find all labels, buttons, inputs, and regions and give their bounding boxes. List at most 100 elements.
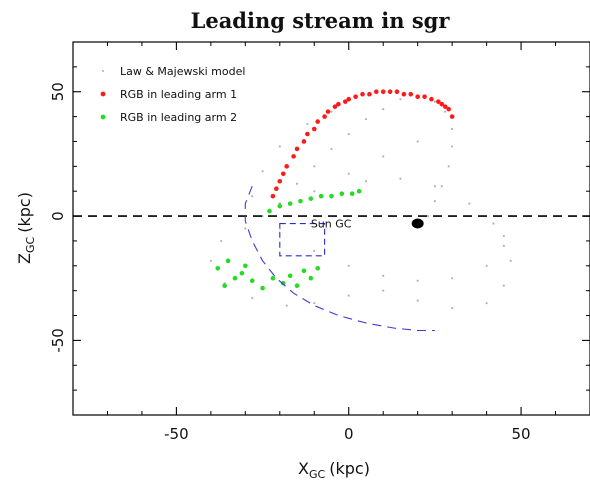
rgb-arm1-point: [294, 146, 300, 152]
rgb-arm1-point: [367, 91, 372, 97]
rgb-arm2-point: [349, 191, 355, 196]
model-point: [444, 110, 447, 113]
model-point: [209, 259, 212, 262]
rgb-arm1-point: [415, 94, 420, 100]
model-point: [244, 227, 247, 230]
sun-box: [279, 222, 326, 257]
model-point: [502, 234, 505, 238]
rgb-arm1-points: [270, 89, 455, 199]
rgb-arm2-point: [294, 283, 300, 288]
model-point: [451, 306, 454, 310]
rgb-arm2-point: [260, 285, 265, 291]
rgb-arm2-point: [249, 278, 255, 284]
model-point: [502, 284, 505, 287]
y-tick-label-group: 0: [49, 211, 67, 221]
x-tick-label: 50: [512, 425, 531, 443]
model-point: [347, 294, 350, 297]
model-point: [313, 302, 316, 305]
x-axis-label-unit: (kpc): [329, 459, 370, 478]
model-point: [485, 264, 488, 267]
legend-marker-arm1: [100, 91, 106, 97]
model-point: [433, 200, 436, 203]
rgb-arm1-point: [401, 91, 407, 97]
x-axis-label-main: X: [298, 459, 309, 478]
model-point: [426, 214, 430, 218]
rgb-arm1-point: [301, 139, 307, 144]
model-point: [347, 132, 350, 136]
rgb-arm2-point: [239, 270, 245, 276]
rgb-arm1-point: [322, 114, 327, 119]
rgb-arm2-point: [301, 268, 307, 274]
axis-ticks: -50 0 50 -50 0 50: [49, 41, 590, 443]
model-point: [485, 302, 488, 305]
legend-marker-model: [102, 70, 104, 72]
rgb-arm2-point: [339, 191, 345, 196]
rgb-arm2-point: [329, 193, 334, 199]
rgb-arm1-point: [429, 96, 434, 102]
model-point: [416, 299, 419, 302]
sun-gc-label: Sun GC: [311, 218, 352, 231]
y-axis-label-unit: (kpc): [15, 192, 34, 233]
rgb-arm2-point: [287, 273, 293, 279]
x-tick-label: -50: [164, 425, 189, 443]
rgb-arm1-point: [380, 89, 386, 95]
model-point: [364, 117, 368, 121]
model-point: [451, 127, 454, 131]
model-point: [295, 182, 299, 185]
rgb-arm2-point: [225, 258, 231, 264]
rgb-arm1-point: [442, 104, 448, 109]
rgb-arm1-point: [342, 99, 348, 104]
model-point: [433, 185, 436, 188]
rgb-arm2-point: [280, 280, 286, 286]
rgb-arm2-point: [215, 265, 221, 271]
y-tick-label: -50: [49, 328, 67, 353]
rgb-arm1-point: [449, 114, 455, 119]
legend-label-arm1: RGB in leading arm 1: [120, 88, 237, 101]
model-point: [251, 297, 254, 300]
model-point: [278, 145, 281, 148]
model-point: [313, 249, 316, 252]
x-tick-label: 0: [344, 425, 354, 443]
rgb-arm1-point: [277, 178, 283, 184]
rgb-arm1-point: [336, 101, 341, 107]
model-point: [313, 190, 316, 193]
rgb-arm2-point: [318, 193, 324, 199]
rgb-arm2-point: [222, 283, 227, 288]
sgr-core: [411, 218, 424, 229]
rgb-arm1-point: [280, 171, 286, 177]
y-axis-label-sub: GC: [24, 236, 37, 253]
rgb-arm1-point: [305, 131, 310, 137]
rgb-arm2-points: [215, 188, 362, 291]
legend: Law & Majewski model RGB in leading arm …: [100, 65, 245, 124]
model-point: [509, 259, 512, 262]
rgb-arm1-point: [274, 186, 279, 192]
model-point: [285, 304, 288, 307]
rgb-arm1-point: [408, 91, 414, 97]
legend-label-model: Law & Majewski model: [120, 65, 245, 78]
y-axis-label: ZGC (kpc): [15, 192, 37, 264]
x-axis-label-sub: GC: [309, 468, 326, 481]
rgb-arm1-point: [332, 104, 338, 109]
rgb-arm1-point: [353, 94, 358, 100]
rgb-arm2-point: [287, 201, 293, 206]
rgb-arm1-point: [439, 101, 445, 107]
rgb-arm2-point: [232, 275, 238, 281]
model-point: [261, 170, 264, 173]
rgb-arm2-point: [298, 198, 303, 204]
rgb-arm1-point: [374, 89, 379, 95]
model-point: [433, 100, 436, 103]
y-tick-label-group: 50: [49, 82, 67, 101]
plot-frame: [72, 41, 590, 416]
model-point: [382, 274, 385, 277]
rgb-arm2-point: [267, 208, 272, 214]
y-tick-label: 50: [49, 82, 67, 101]
model-point: [416, 279, 419, 282]
rgb-arm1-point: [360, 91, 365, 97]
sgr-orbit-dashed: [244, 185, 435, 332]
rgb-arm2-point: [277, 203, 283, 209]
legend-label-arm2: RGB in leading arm 2: [120, 111, 237, 124]
model-stream-points: [209, 95, 512, 310]
rgb-arm1-point: [315, 119, 321, 124]
model-point: [330, 110, 333, 113]
